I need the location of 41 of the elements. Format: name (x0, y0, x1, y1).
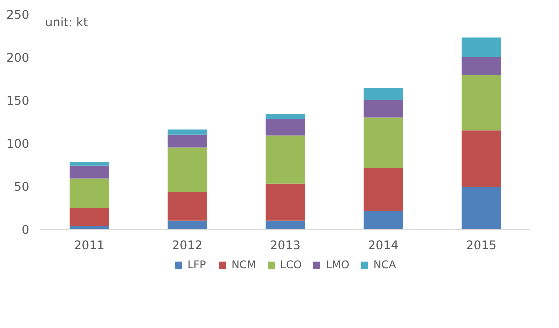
bar (70, 178, 110, 208)
bar (462, 130, 502, 188)
bar (70, 208, 110, 226)
bar (168, 220, 208, 230)
bar (266, 136, 306, 184)
bar (266, 114, 306, 120)
bar (364, 118, 404, 168)
bar (266, 220, 306, 230)
y-tick-label: 150 (6, 94, 30, 108)
bar (168, 148, 208, 193)
legend-label: LCO (280, 258, 302, 272)
x-tick-label: 2013 (270, 238, 301, 252)
bar (364, 168, 404, 212)
annotation: unit: kt (45, 16, 88, 30)
bar (462, 76, 502, 131)
y-tick-label: 250 (6, 8, 30, 22)
bar (168, 134, 208, 148)
legend-label: NCM (232, 258, 256, 272)
legend-label: LFP (188, 258, 208, 272)
x-tick-label: 2012 (172, 238, 203, 252)
bar (462, 58, 502, 76)
y-tick-label: 200 (6, 51, 30, 65)
x-tick-label: 2015 (466, 238, 497, 252)
bar (168, 192, 208, 221)
y-tick-label: 50 (14, 180, 30, 194)
bar (266, 184, 306, 221)
legend-label: LMO (326, 258, 350, 272)
x-tick-label: 2011 (74, 238, 105, 252)
x-tick-label: 2014 (368, 238, 399, 252)
bar (70, 162, 110, 166)
bar (70, 166, 110, 179)
y-tick-label: 100 (6, 137, 30, 151)
bar (168, 130, 208, 135)
bar (266, 119, 306, 136)
bar (364, 88, 404, 100)
bar (364, 100, 404, 118)
bar (462, 187, 502, 230)
legend-label: NCA (374, 258, 396, 272)
bar (364, 211, 404, 230)
y-tick-label: 0 (22, 223, 30, 237)
bar (462, 38, 502, 58)
